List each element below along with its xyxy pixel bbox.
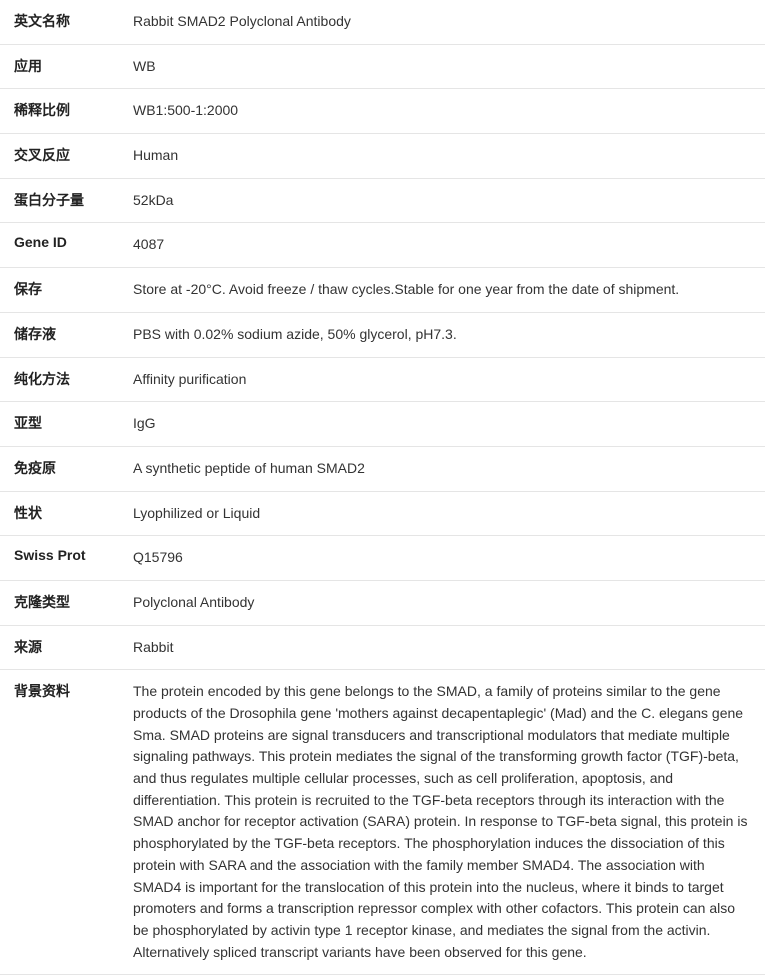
spec-value: Polyclonal Antibody [125,580,765,625]
spec-value: WB1:500-1:2000 [125,89,765,134]
table-row: 背景资料The protein encoded by this gene bel… [0,670,765,975]
spec-label: Swiss Prot [0,536,125,581]
spec-label: 纯化方法 [0,357,125,402]
table-row: 来源Rabbit [0,625,765,670]
table-row: 保存Store at -20°C. Avoid freeze / thaw cy… [0,268,765,313]
table-row: 蛋白分子量52kDa [0,178,765,223]
spec-value: Store at -20°C. Avoid freeze / thaw cycl… [125,268,765,313]
spec-label: 稀释比例 [0,89,125,134]
spec-value: PBS with 0.02% sodium azide, 50% glycero… [125,312,765,357]
spec-value: Human [125,134,765,179]
table-row: 交叉反应Human [0,134,765,179]
spec-table: 英文名称Rabbit SMAD2 Polyclonal Antibody应用WB… [0,0,765,975]
spec-value: Rabbit SMAD2 Polyclonal Antibody [125,0,765,44]
spec-label: 亚型 [0,402,125,447]
spec-value: Rabbit [125,625,765,670]
table-row: 亚型IgG [0,402,765,447]
spec-value: Lyophilized or Liquid [125,491,765,536]
spec-table-body: 英文名称Rabbit SMAD2 Polyclonal Antibody应用WB… [0,0,765,975]
spec-label: 克隆类型 [0,580,125,625]
table-row: 性状Lyophilized or Liquid [0,491,765,536]
spec-value: A synthetic peptide of human SMAD2 [125,446,765,491]
spec-label: 背景资料 [0,670,125,975]
spec-value: WB [125,44,765,89]
spec-value: Affinity purification [125,357,765,402]
spec-label: 来源 [0,625,125,670]
spec-label: 保存 [0,268,125,313]
spec-label: 蛋白分子量 [0,178,125,223]
spec-label: 应用 [0,44,125,89]
table-row: 免疫原A synthetic peptide of human SMAD2 [0,446,765,491]
table-row: 克隆类型Polyclonal Antibody [0,580,765,625]
spec-value: Q15796 [125,536,765,581]
table-row: 稀释比例WB1:500-1:2000 [0,89,765,134]
spec-label: 免疫原 [0,446,125,491]
table-row: 纯化方法Affinity purification [0,357,765,402]
spec-label: 交叉反应 [0,134,125,179]
spec-value: 4087 [125,223,765,268]
spec-label: Gene ID [0,223,125,268]
table-row: 储存液PBS with 0.02% sodium azide, 50% glyc… [0,312,765,357]
table-row: Gene ID4087 [0,223,765,268]
spec-label: 英文名称 [0,0,125,44]
table-row: 应用WB [0,44,765,89]
spec-value: The protein encoded by this gene belongs… [125,670,765,975]
spec-value: IgG [125,402,765,447]
spec-label: 储存液 [0,312,125,357]
table-row: 英文名称Rabbit SMAD2 Polyclonal Antibody [0,0,765,44]
table-row: Swiss ProtQ15796 [0,536,765,581]
spec-value: 52kDa [125,178,765,223]
spec-label: 性状 [0,491,125,536]
